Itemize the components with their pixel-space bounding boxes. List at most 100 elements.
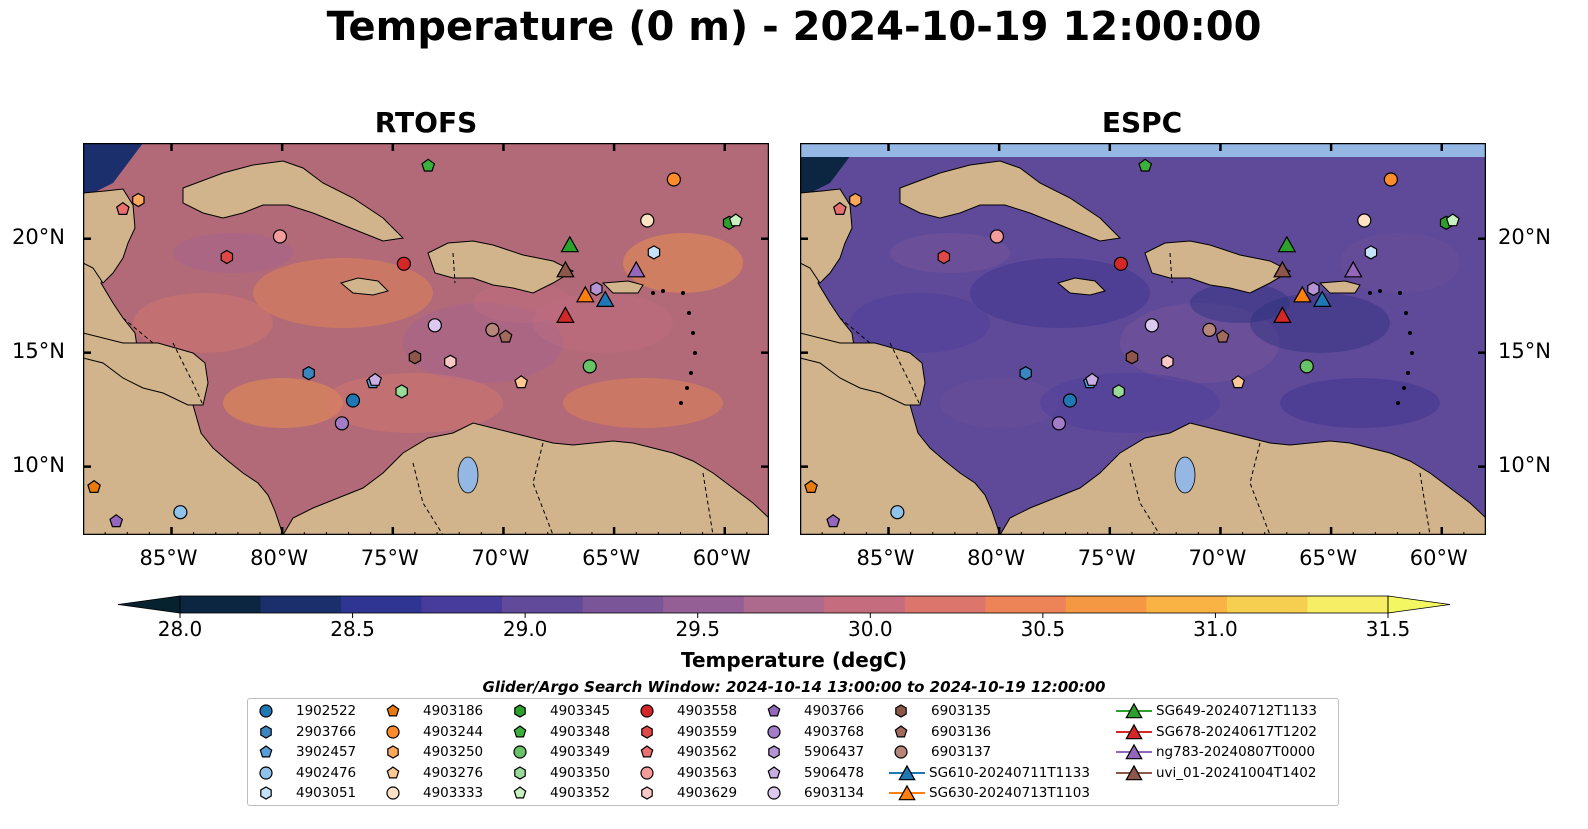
- station-marker-ng783-20240807T0000[interactable]: [626, 260, 646, 278]
- station-marker-SG649-20240712T1133[interactable]: [1277, 235, 1297, 253]
- legend-label: 4903629: [677, 785, 738, 801]
- legend-label: 4903349: [550, 744, 611, 760]
- legend-label: 2903766: [296, 723, 357, 740]
- station-marker-4903250[interactable]: [849, 192, 862, 208]
- lat-tick-left-2: 10°N: [12, 452, 65, 477]
- station-marker-4903276[interactable]: [514, 375, 529, 389]
- station-marker-4903629[interactable]: [1161, 354, 1174, 369]
- map-panel-rtofs[interactable]: [83, 143, 769, 535]
- map-panel-espc[interactable]: [800, 143, 1486, 535]
- station-marker-4903276[interactable]: [1231, 375, 1246, 389]
- legend-label: SG678-20240617T1202: [1156, 723, 1317, 740]
- station-marker-4903348[interactable]: [421, 158, 436, 172]
- station-marker-uvi_01-20241004T1402[interactable]: [556, 260, 575, 278]
- station-marker-4903558[interactable]: [1113, 256, 1128, 271]
- legend-label: 4903348: [550, 723, 611, 740]
- station-marker-5906437[interactable]: [1307, 281, 1320, 297]
- station-marker-4903244[interactable]: [666, 172, 681, 187]
- colorbar-tick-4: 30.0: [848, 617, 893, 641]
- station-marker-5906437[interactable]: [590, 281, 603, 297]
- station-marker-ng783-20240807T0000[interactable]: [1343, 260, 1363, 278]
- station-marker-4903562[interactable]: [832, 201, 847, 216]
- colorbar-segment-7: [743, 596, 825, 613]
- station-marker-4902476[interactable]: [173, 505, 188, 520]
- station-marker-1902522[interactable]: [1062, 393, 1078, 408]
- station-marker-6903136[interactable]: [1215, 329, 1230, 343]
- station-marker-SG630-20240713T1103[interactable]: [1292, 285, 1312, 303]
- legend-label: 3902457: [296, 744, 357, 760]
- station-marker-4902476[interactable]: [890, 505, 905, 520]
- lat-tick-right-1: 15°N: [1498, 338, 1551, 363]
- colorbar-segment-13: [1226, 596, 1308, 613]
- station-marker-SG678-20240617T1202[interactable]: [556, 306, 575, 323]
- station-marker-4903352[interactable]: [728, 213, 743, 227]
- colorbar-tick-6: 31.0: [1193, 617, 1238, 641]
- colorbar-segment-5: [582, 596, 664, 613]
- station-marker-4903349[interactable]: [582, 359, 597, 374]
- station-marker-6903137[interactable]: [1202, 322, 1217, 337]
- colorbar-segment-11: [1065, 596, 1147, 613]
- legend-label: 4903276: [423, 764, 484, 781]
- legend-label: SG649-20240712T1133: [1156, 703, 1317, 719]
- lon-tick-rtofs-5: 60°W: [692, 546, 751, 570]
- station-marker-4903250[interactable]: [132, 192, 145, 208]
- station-marker-6903135[interactable]: [1125, 350, 1139, 365]
- station-marker-4903349[interactable]: [1299, 359, 1314, 374]
- station-marker-4903768[interactable]: [334, 416, 350, 431]
- lat-tick-left-1: 15°N: [12, 338, 65, 363]
- station-marker-6903137[interactable]: [485, 322, 500, 337]
- station-marker-4903629[interactable]: [444, 354, 457, 369]
- station-marker-4903333[interactable]: [1357, 213, 1372, 228]
- station-marker-2903766[interactable]: [1019, 366, 1032, 381]
- station-marker-SG678-20240617T1202[interactable]: [1273, 306, 1292, 323]
- station-marker-4903186[interactable]: [87, 479, 101, 493]
- colorbar-tick-3: 29.5: [675, 617, 720, 641]
- station-marker-4903244[interactable]: [1383, 172, 1398, 187]
- lon-tick-rtofs-4: 65°W: [582, 546, 641, 570]
- station-marker-4903350[interactable]: [1112, 384, 1125, 399]
- legend-label: SG630-20240713T1103: [929, 785, 1090, 801]
- station-marker-6903134[interactable]: [1144, 318, 1159, 333]
- legend-label: 4903559: [677, 723, 738, 740]
- lon-tick-rtofs-0: 85°W: [139, 546, 198, 570]
- legend-label: 4903562: [677, 744, 738, 760]
- station-marker-4903350[interactable]: [395, 384, 408, 399]
- lon-tick-espc-1: 80°W: [967, 546, 1026, 570]
- station-marker-4903766[interactable]: [826, 514, 841, 528]
- station-marker-2903766[interactable]: [302, 366, 315, 381]
- station-marker-4903563[interactable]: [989, 229, 1005, 244]
- station-marker-5906478[interactable]: [368, 372, 383, 386]
- station-marker-uvi_01-20241004T1402[interactable]: [1273, 260, 1292, 278]
- station-marker-6903135[interactable]: [408, 350, 422, 365]
- lon-tick-rtofs-1: 80°W: [250, 546, 309, 570]
- station-marker-SG630-20240713T1103[interactable]: [575, 285, 595, 303]
- station-marker-4903766[interactable]: [109, 514, 124, 528]
- legend: 1902522 2903766 3902457 4902476 4903051 49031…: [247, 698, 1339, 806]
- station-marker-4903051[interactable]: [1364, 245, 1378, 260]
- legend-label: 4903051: [296, 785, 357, 801]
- station-marker-SG649-20240712T1133[interactable]: [560, 235, 580, 253]
- station-marker-4903186[interactable]: [804, 479, 818, 493]
- colorbar-tick-7: 31.5: [1366, 617, 1411, 641]
- station-marker-4903558[interactable]: [396, 256, 411, 271]
- station-marker-4903333[interactable]: [640, 213, 655, 228]
- station-marker-4903352[interactable]: [1445, 213, 1460, 227]
- colorbar-segment-0: [180, 596, 262, 613]
- station-marker-4903559[interactable]: [937, 249, 951, 265]
- station-marker-SG610-20240711T1133[interactable]: [595, 290, 615, 307]
- station-marker-6903134[interactable]: [427, 318, 442, 333]
- legend-label: 4903350: [550, 764, 611, 781]
- station-marker-1902522[interactable]: [345, 393, 361, 408]
- station-marker-4903562[interactable]: [115, 201, 130, 216]
- station-marker-4903051[interactable]: [647, 245, 661, 260]
- station-marker-4903348[interactable]: [1138, 158, 1153, 172]
- station-marker-SG610-20240711T1133[interactable]: [1312, 290, 1332, 307]
- legend-label: 6903137: [931, 744, 992, 760]
- station-marker-6903136[interactable]: [498, 329, 513, 343]
- station-marker-4903559[interactable]: [220, 249, 234, 265]
- colorbar-segment-10: [985, 596, 1067, 613]
- lat-tick-left-0: 20°N: [12, 224, 65, 249]
- station-marker-5906478[interactable]: [1085, 372, 1100, 386]
- station-marker-4903563[interactable]: [272, 229, 288, 244]
- station-marker-4903768[interactable]: [1051, 416, 1067, 431]
